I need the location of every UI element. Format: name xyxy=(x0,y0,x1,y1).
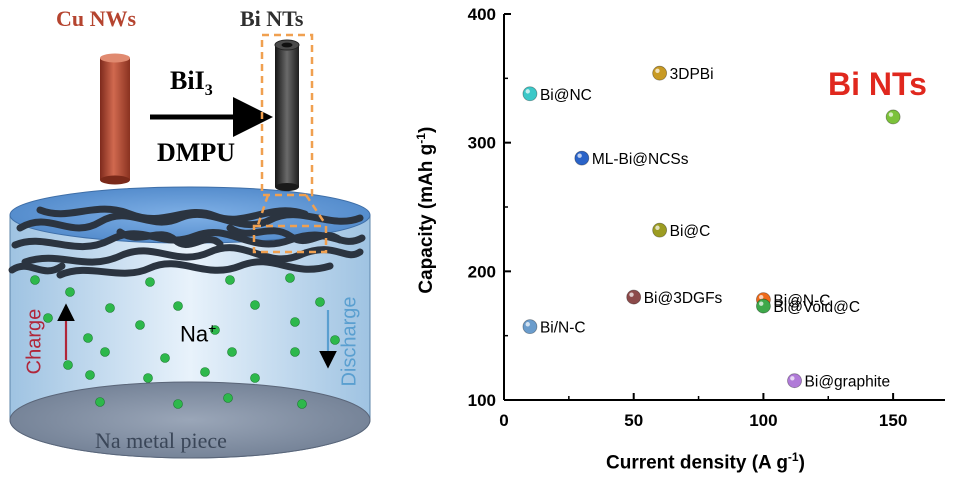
data-point-highlight xyxy=(577,153,582,158)
bi-nts-highlight-label: Bi NTs xyxy=(828,66,927,102)
na-metal-piece-label: Na metal piece xyxy=(95,428,227,453)
data-point-label: ML-Bi@NCSs xyxy=(592,151,689,168)
x-tick-label: 100 xyxy=(749,411,777,430)
data-point xyxy=(787,373,802,389)
data-point-label: Bi@NC xyxy=(540,87,592,104)
data-point-group: Bi@NC xyxy=(522,86,592,104)
data-point-group: ML-Bi@NCSs xyxy=(574,150,689,168)
discharge-label: Discharge xyxy=(338,296,361,387)
bi-nanotube-label: Bi NTs xyxy=(240,6,304,31)
data-point xyxy=(652,65,668,81)
y-tick-label: 400 xyxy=(468,5,496,24)
y-tick-label: 300 xyxy=(468,134,496,153)
x-axis-label: Current density (A g-1) xyxy=(606,450,805,474)
sodium-ion-label: Na+ xyxy=(180,320,217,347)
data-point-highlight xyxy=(759,295,764,300)
data-point xyxy=(574,150,590,166)
data-point-label: Bi@graphite xyxy=(805,374,891,391)
nanotube-layer xyxy=(8,205,366,279)
y-tick-label: 200 xyxy=(468,262,496,281)
data-point-group: Bi@3DGFs xyxy=(626,289,723,307)
data-point xyxy=(626,289,642,305)
data-point-highlight xyxy=(525,89,530,94)
capacity-scatter-chart: 0 50 100 150 100 200 300 400 Bi@NC 3DPBi ML-Bi@NC… xyxy=(468,5,945,430)
data-point-label: Bi@Void@C xyxy=(773,299,860,316)
data-point-label: Bi@3DGFs xyxy=(644,290,723,307)
cu-nanowire xyxy=(100,53,130,185)
data-point-group: Bi@Void@C xyxy=(756,298,860,316)
data-point-group: Bi@graphite xyxy=(787,373,891,391)
dashed-highlight xyxy=(252,33,328,254)
data-point-highlight xyxy=(655,225,660,230)
data-point-highlight xyxy=(655,68,660,73)
data-point-group xyxy=(885,109,901,125)
data-point xyxy=(522,86,538,102)
reagent-label: BiI3 xyxy=(170,66,213,100)
data-point-highlight xyxy=(629,292,634,297)
data-point xyxy=(756,298,771,314)
y-axis-label: Capacity (mAh g-1) xyxy=(413,126,438,294)
data-point-group: 3DPBi xyxy=(652,65,714,83)
data-point-label: Bi@N-C xyxy=(773,293,830,310)
bi-nanotube xyxy=(274,39,300,191)
solvent-label: DMPU xyxy=(157,138,235,167)
charge-label: Charge xyxy=(23,308,46,375)
x-tick-label: 0 xyxy=(499,411,508,430)
data-point-highlight xyxy=(759,301,764,306)
data-point-highlight xyxy=(790,376,795,381)
data-point-label: Bi/N-C xyxy=(540,320,586,337)
cu-nanowire-label: Cu NWs xyxy=(56,6,137,31)
data-point xyxy=(652,222,668,238)
data-point xyxy=(522,319,538,335)
na-ions xyxy=(30,273,340,409)
data-point-highlight xyxy=(888,112,894,117)
y-tick-label: 100 xyxy=(468,391,496,410)
data-point xyxy=(885,109,901,125)
data-point-highlight xyxy=(525,322,530,327)
data-point-group: Bi@C xyxy=(652,222,711,240)
data-point-label: Bi@C xyxy=(670,223,711,240)
x-tick-label: 150 xyxy=(879,411,907,430)
data-point-label: 3DPBi xyxy=(670,66,714,83)
data-point-group: Bi/N-C xyxy=(522,319,586,337)
x-tick-label: 50 xyxy=(624,411,643,430)
schematic-illustration xyxy=(8,33,371,459)
chart-axes: 0 50 100 150 100 200 300 400 xyxy=(468,5,945,430)
